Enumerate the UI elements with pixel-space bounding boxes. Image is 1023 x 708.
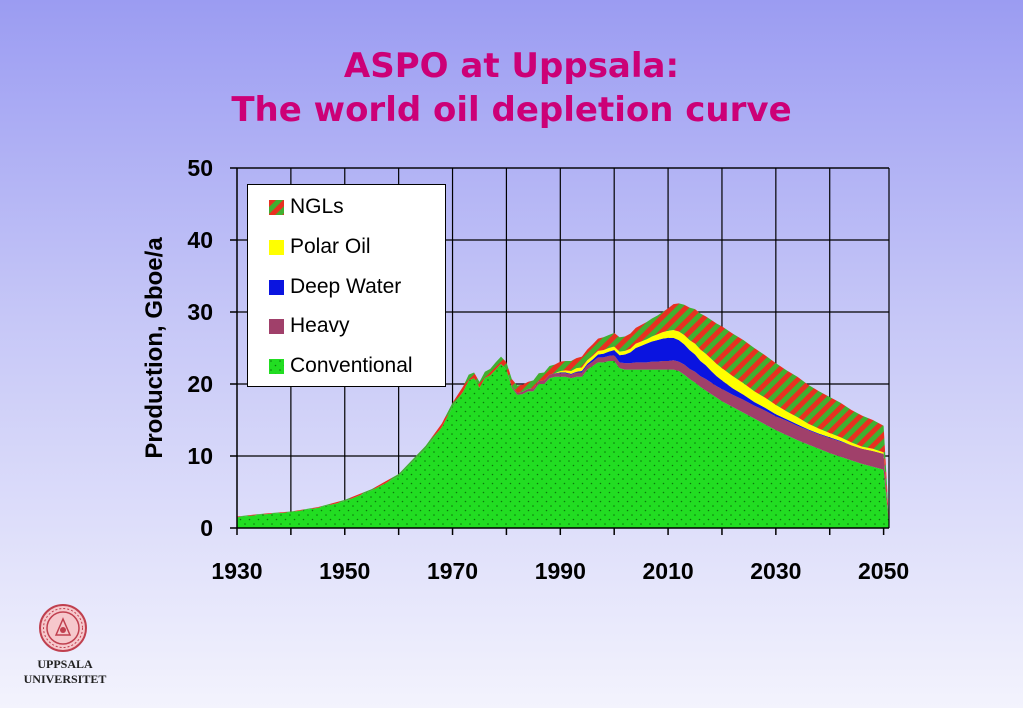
y-tick-label-20: 20 [187, 371, 213, 397]
legend-label-heavy: Heavy [290, 314, 350, 337]
legend-swatch-deep-water [269, 279, 284, 295]
logo-text-universitet: UNIVERSITET [23, 672, 107, 686]
y-axis-label: Production, Gboe/a [141, 237, 168, 459]
stacked-areas [237, 303, 889, 528]
chart-title-line1: ASPO at Uppsala: [343, 46, 680, 86]
x-tick-label-2030: 2030 [750, 558, 801, 584]
y-tick-label-50: 50 [187, 155, 213, 181]
legend-swatch-polar-oil [269, 239, 284, 255]
legend-item-heavy: Heavy [269, 314, 350, 338]
x-tick-label-1950: 1950 [319, 558, 370, 584]
legend-item-ngls: NGLs [269, 195, 344, 219]
logo-text-uppsala: UPPSALA [37, 657, 93, 671]
chart-legend: NGLs Polar Oil Deep Water Heavy Conventi… [247, 184, 446, 387]
series-area-conventional [237, 360, 889, 528]
y-tick-label-30: 30 [187, 299, 213, 325]
legend-label-polar-oil: Polar Oil [290, 235, 371, 258]
y-tick-label-10: 10 [187, 443, 213, 469]
y-tick-label-0: 0 [200, 515, 213, 541]
legend-label-ngls: NGLs [290, 195, 344, 218]
series-area-deep-water [237, 337, 889, 523]
series-area-polar-oil [237, 330, 889, 523]
chart-title-line2: The world oil depletion curve [231, 90, 792, 130]
x-tick-label-2010: 2010 [642, 558, 693, 584]
legend-swatch-conventional [269, 358, 284, 374]
legend-swatch-ngls [269, 199, 284, 215]
legend-item-deep-water: Deep Water [269, 275, 401, 299]
x-tick-label-1970: 1970 [427, 558, 478, 584]
legend-label-conventional: Conventional [290, 354, 413, 377]
x-tick-label-2050: 2050 [858, 558, 909, 584]
series-area-ngls [237, 303, 889, 523]
legend-item-conventional: Conventional [269, 354, 413, 378]
series-area-heavy [237, 355, 889, 525]
legend-label-deep-water: Deep Water [290, 275, 402, 298]
university-seal-icon [39, 604, 87, 652]
x-tick-label-1930: 1930 [211, 558, 262, 584]
legend-swatch-heavy [269, 318, 284, 334]
legend-item-polar-oil: Polar Oil [269, 235, 371, 259]
x-tick-label-1990: 1990 [535, 558, 586, 584]
y-tick-label-40: 40 [187, 227, 213, 253]
